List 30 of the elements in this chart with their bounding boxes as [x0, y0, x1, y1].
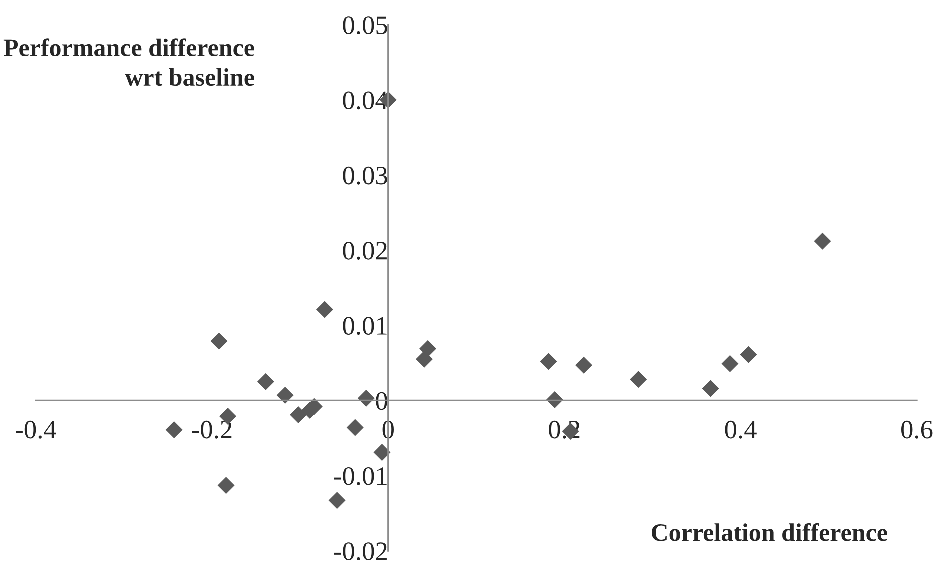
x-tick-label: 0.6 — [902, 420, 933, 439]
y-tick-label: 0.01 — [343, 317, 387, 336]
point — [316, 301, 334, 318]
point — [722, 355, 739, 372]
point — [276, 386, 294, 404]
y-tick-label: 0.02 — [343, 242, 387, 260]
point — [210, 332, 228, 350]
x-tick-label: 0.4 — [725, 420, 757, 439]
point — [290, 406, 308, 424]
x-axis-title: Correlation difference — [652, 523, 888, 542]
point — [575, 356, 592, 374]
y-tick-label: -0.01 — [334, 467, 387, 486]
y-tick-label: 0.03 — [343, 166, 388, 185]
point — [540, 353, 558, 370]
point — [814, 232, 832, 250]
y-tick-label: 0.05 — [343, 16, 388, 35]
point — [374, 444, 391, 462]
point — [218, 477, 235, 494]
point — [328, 492, 346, 510]
point — [420, 340, 437, 358]
point — [630, 371, 648, 388]
y-tick-label: -0.02 — [334, 542, 387, 561]
point — [257, 373, 274, 390]
point — [166, 422, 183, 439]
point — [740, 346, 758, 364]
y-axis-title: Performance difference wrt baseline — [4, 38, 254, 86]
point — [346, 419, 364, 436]
x-tick-label: -0.4 — [16, 420, 56, 439]
x-tick-label: -0.2 — [192, 420, 232, 439]
point — [702, 380, 720, 398]
